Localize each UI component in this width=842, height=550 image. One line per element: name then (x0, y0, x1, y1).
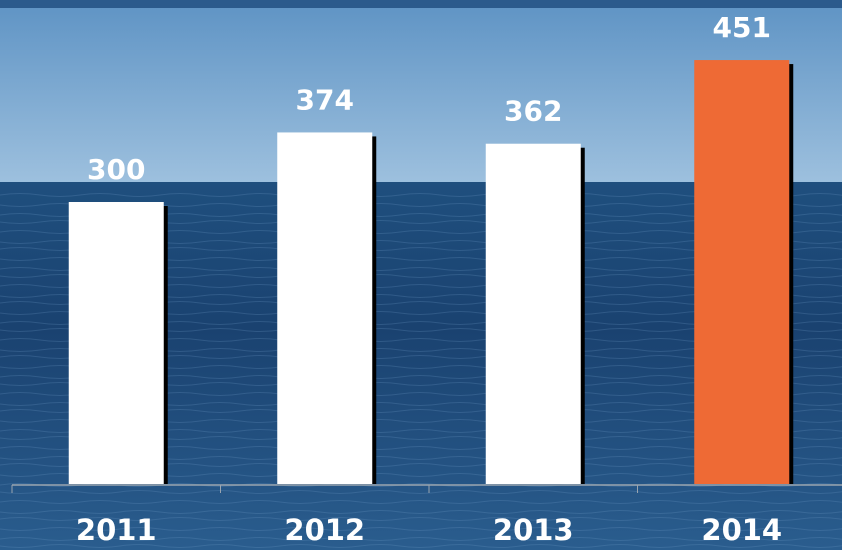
wave (0, 537, 842, 541)
value-label: 300 (87, 153, 145, 186)
x-tick-label: 2012 (284, 513, 365, 547)
x-tick-label: 2011 (76, 513, 157, 547)
wave (0, 490, 842, 494)
wave (0, 544, 842, 548)
bar (485, 143, 581, 484)
x-tick-label: 2013 (493, 513, 574, 547)
wave (0, 527, 842, 531)
bar (68, 202, 164, 484)
bar (277, 132, 373, 484)
wave (0, 517, 842, 521)
value-label: 374 (296, 83, 354, 116)
wave (0, 510, 842, 514)
value-label: 451 (713, 11, 771, 44)
bar (694, 60, 790, 485)
value-label: 362 (504, 95, 562, 128)
x-tick-label: 2014 (701, 513, 782, 547)
top-strip (0, 0, 842, 8)
wave (0, 500, 842, 504)
